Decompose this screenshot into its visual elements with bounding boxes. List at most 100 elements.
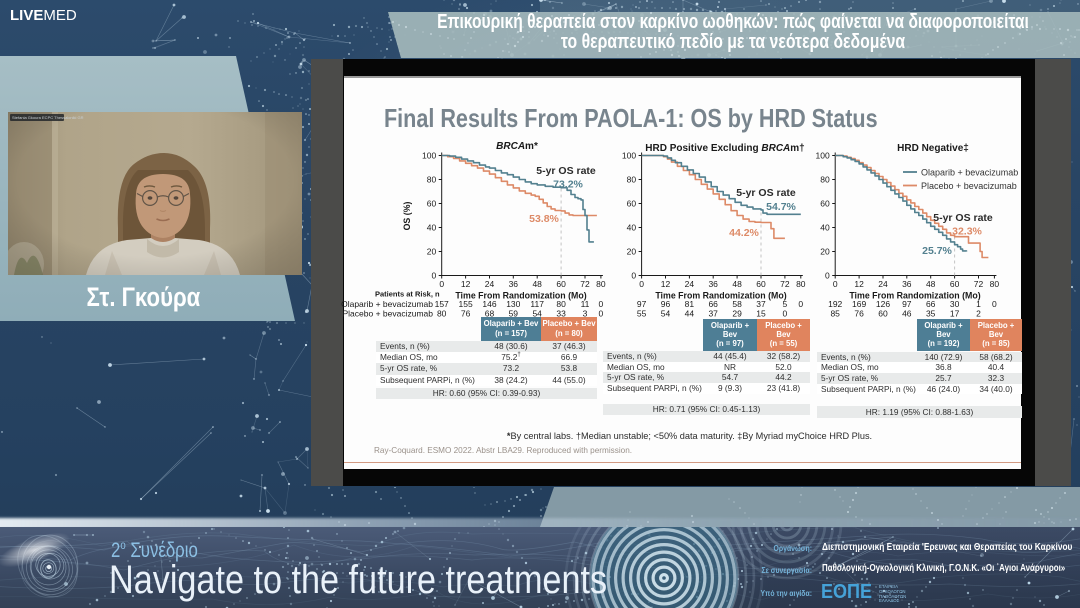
svg-text:36: 36 <box>708 279 718 289</box>
svg-text:169: 169 <box>852 299 866 309</box>
svg-text:80: 80 <box>627 175 637 185</box>
svg-text:20: 20 <box>820 247 830 257</box>
svg-text:BRCAm*: BRCAm* <box>496 141 538 152</box>
svg-text:72: 72 <box>974 279 984 289</box>
svg-text:30: 30 <box>950 299 960 309</box>
svg-text:24: 24 <box>685 279 695 289</box>
svg-text:11: 11 <box>581 299 590 309</box>
svg-text:Placebo + bevacizumab: Placebo + bevacizumab <box>343 309 434 319</box>
svg-text:72: 72 <box>780 279 790 289</box>
svg-text:48: 48 <box>926 279 936 289</box>
svg-text:40: 40 <box>627 223 637 233</box>
svg-text:0: 0 <box>439 279 444 289</box>
svg-text:97: 97 <box>902 299 912 309</box>
svg-text:117: 117 <box>530 299 544 309</box>
svg-text:3: 3 <box>583 309 588 319</box>
svg-text:24: 24 <box>485 279 495 289</box>
svg-text:80: 80 <box>990 279 1000 289</box>
svg-text:0: 0 <box>992 299 997 309</box>
svg-text:85: 85 <box>830 309 840 319</box>
svg-text:80: 80 <box>437 309 447 319</box>
svg-text:80: 80 <box>796 279 806 289</box>
svg-text:96: 96 <box>661 299 671 309</box>
svg-text:Stefania Gkoura ECPC Thessalon: Stefania Gkoura ECPC Thessaloniki GR <box>12 115 84 120</box>
svg-text:0: 0 <box>825 271 830 281</box>
svg-text:60: 60 <box>878 309 888 319</box>
svg-text:5-yr OS rate: 5-yr OS rate <box>536 165 596 177</box>
svg-text:48: 48 <box>732 279 742 289</box>
svg-text:60: 60 <box>756 279 766 289</box>
svg-text:126: 126 <box>876 299 890 309</box>
svg-text:55: 55 <box>637 309 647 319</box>
svg-text:HRD Negative‡: HRD Negative‡ <box>897 143 969 154</box>
svg-text:157: 157 <box>435 299 449 309</box>
svg-text:100: 100 <box>622 151 636 161</box>
svg-text:60: 60 <box>427 199 437 209</box>
svg-text:12: 12 <box>661 279 671 289</box>
svg-text:60: 60 <box>627 199 637 209</box>
svg-text:36: 36 <box>509 279 519 289</box>
svg-text:17: 17 <box>950 309 960 319</box>
svg-text:66: 66 <box>926 299 936 309</box>
svg-text:146: 146 <box>482 299 496 309</box>
svg-text:33: 33 <box>556 309 566 319</box>
svg-text:32.3%: 32.3% <box>952 226 982 238</box>
svg-text:5: 5 <box>783 299 788 309</box>
svg-text:46: 46 <box>902 309 912 319</box>
svg-text:36: 36 <box>902 279 912 289</box>
svg-text:OS (%): OS (%) <box>402 202 412 231</box>
svg-text:48: 48 <box>532 279 542 289</box>
svg-text:12: 12 <box>854 279 864 289</box>
svg-text:54.7%: 54.7% <box>766 201 796 213</box>
svg-text:100: 100 <box>816 151 830 161</box>
svg-text:44: 44 <box>685 309 695 319</box>
svg-text:5-yr OS rate: 5-yr OS rate <box>736 187 796 199</box>
svg-text:130: 130 <box>506 299 520 309</box>
svg-text:68: 68 <box>485 309 495 319</box>
svg-text:54: 54 <box>661 309 671 319</box>
svg-text:76: 76 <box>461 309 471 319</box>
svg-text:20: 20 <box>627 247 637 257</box>
svg-text:0: 0 <box>431 271 436 281</box>
svg-text:76: 76 <box>854 309 864 319</box>
svg-text:40: 40 <box>427 223 437 233</box>
svg-text:53.8%: 53.8% <box>529 213 559 225</box>
svg-text:20: 20 <box>427 247 437 257</box>
svg-text:0: 0 <box>798 299 803 309</box>
svg-text:44.2%: 44.2% <box>729 227 759 239</box>
svg-text:37: 37 <box>756 299 766 309</box>
svg-text:Time From Randomization (Mo): Time From Randomization (Mo) <box>849 291 980 301</box>
svg-text:60: 60 <box>556 279 566 289</box>
svg-text:81: 81 <box>685 299 695 309</box>
svg-text:2: 2 <box>976 309 981 319</box>
svg-text:35: 35 <box>926 309 936 319</box>
svg-text:0: 0 <box>639 279 644 289</box>
svg-text:60: 60 <box>950 279 960 289</box>
svg-text:Time From Randomization (Mo): Time From Randomization (Mo) <box>455 291 586 301</box>
svg-text:100: 100 <box>422 151 436 161</box>
svg-text:25.7%: 25.7% <box>922 245 952 257</box>
svg-text:29: 29 <box>732 309 742 319</box>
svg-text:5-yr OS rate: 5-yr OS rate <box>933 212 993 224</box>
svg-text:37: 37 <box>708 309 718 319</box>
svg-text:15: 15 <box>756 309 766 319</box>
svg-text:73.2%: 73.2% <box>553 179 583 191</box>
svg-text:97: 97 <box>637 299 647 309</box>
svg-text:0: 0 <box>599 309 604 319</box>
svg-text:59: 59 <box>509 309 519 319</box>
svg-text:155: 155 <box>459 299 473 309</box>
svg-text:0: 0 <box>631 271 636 281</box>
svg-text:66: 66 <box>708 299 718 309</box>
svg-text:Patients at Risk, n: Patients at Risk, n <box>375 290 440 299</box>
svg-text:54: 54 <box>532 309 542 319</box>
svg-text:Placebo + bevacizumab: Placebo + bevacizumab <box>921 181 1017 191</box>
svg-text:24: 24 <box>878 279 888 289</box>
svg-text:0: 0 <box>599 299 604 309</box>
svg-text:192: 192 <box>828 299 842 309</box>
svg-text:1: 1 <box>976 299 981 309</box>
svg-text:Olaparib + bevacizumab: Olaparib + bevacizumab <box>341 299 433 309</box>
svg-text:Time From Randomization (Mo): Time From Randomization (Mo) <box>655 291 786 301</box>
svg-text:58: 58 <box>732 299 742 309</box>
svg-text:Olaparib + bevacizumab: Olaparib + bevacizumab <box>921 168 1018 178</box>
svg-text:40: 40 <box>820 223 830 233</box>
